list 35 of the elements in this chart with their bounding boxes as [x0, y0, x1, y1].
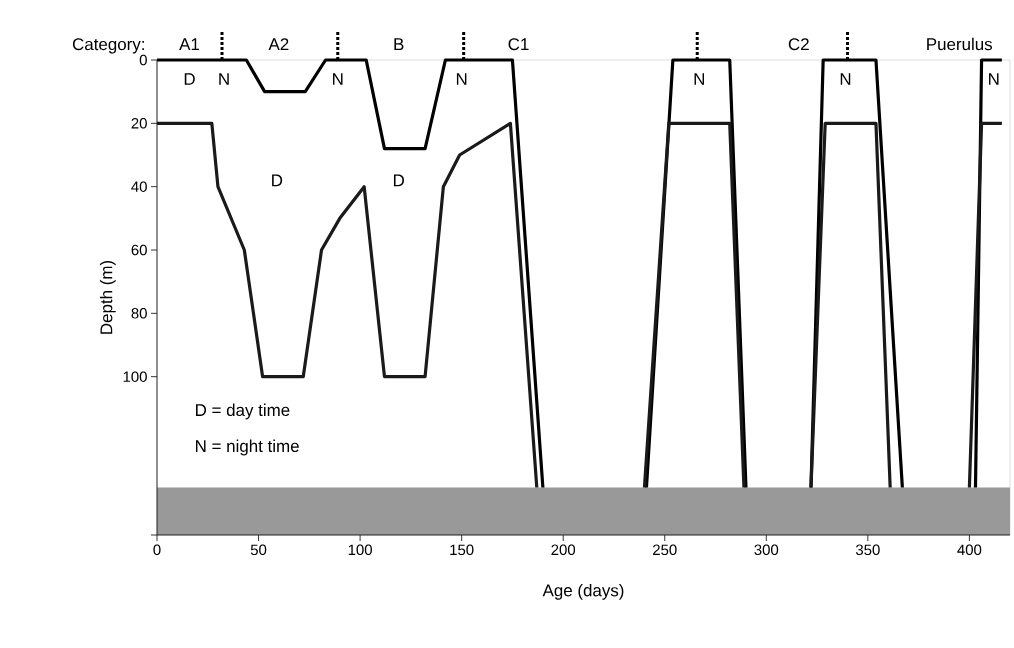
text: C1	[508, 38, 529, 51]
y-axis-title: Depth (m)	[99, 260, 116, 334]
x-tick-label: 300	[754, 544, 779, 556]
text: A2	[268, 38, 289, 50]
annotation: D	[184, 73, 195, 85]
x-tick-label: 350	[855, 544, 880, 556]
annotation: N	[333, 73, 343, 85]
y-tick-label: 100	[123, 371, 147, 382]
annotation: N	[840, 73, 851, 85]
y-tick-label: 20	[131, 118, 147, 129]
text: Puerulus	[927, 37, 993, 51]
x-tick-label: 150	[450, 544, 474, 556]
y-tick-label: 40	[131, 181, 147, 192]
y-tick-label: 0	[139, 54, 147, 66]
x-tick-label: 400	[957, 544, 982, 556]
y-tick-label: 80	[131, 308, 147, 319]
annotation: N	[219, 73, 229, 85]
text: B	[394, 38, 404, 50]
annotation: N = night time	[196, 439, 299, 456]
annotation: N	[989, 73, 999, 85]
annotation: D	[272, 174, 283, 187]
text: A1	[179, 38, 200, 50]
annotation: N	[456, 73, 467, 85]
annotation: D	[393, 174, 404, 187]
text: C2	[788, 38, 809, 51]
x-tick-label: 0	[153, 544, 161, 556]
x-tick-label: 200	[551, 544, 576, 556]
x-tick-label: 50	[250, 544, 267, 556]
y-tick-label: 60	[131, 244, 147, 256]
annotation: N	[694, 73, 704, 85]
x-tick-label: 250	[653, 544, 677, 556]
x-tick-label: 100	[348, 544, 372, 556]
annotation: D = day time	[196, 403, 290, 420]
x-axis-title: Age (days)	[542, 583, 624, 600]
x2-axis-title: Category:	[72, 38, 144, 54]
